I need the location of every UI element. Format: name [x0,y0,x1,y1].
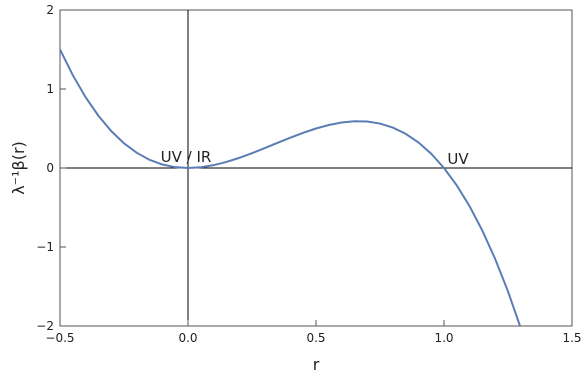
annotation: UV / IR [161,148,212,166]
y-axis-label: λ⁻¹β(r) [9,141,28,195]
plot-area [60,10,572,326]
y-tick-label: 0 [46,161,54,175]
x-tick-label: 1.5 [562,331,581,345]
y-tick-label: 2 [46,3,54,17]
curve [60,49,522,326]
x-axis-label: r [313,355,320,374]
x-tick-label: 0.5 [306,331,325,345]
annotation: UV [447,150,469,168]
y-tick-label: −2 [36,319,54,333]
y-tick-label: −1 [36,240,54,254]
x-tick-label: −0.5 [45,331,74,345]
x-tick-label: 0.0 [178,331,197,345]
y-tick-label: 1 [46,82,54,96]
x-tick-label: 1.0 [434,331,453,345]
